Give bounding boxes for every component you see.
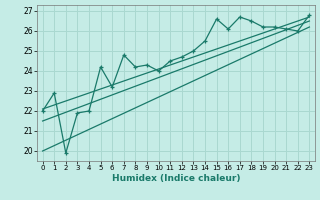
X-axis label: Humidex (Indice chaleur): Humidex (Indice chaleur) <box>112 174 240 183</box>
